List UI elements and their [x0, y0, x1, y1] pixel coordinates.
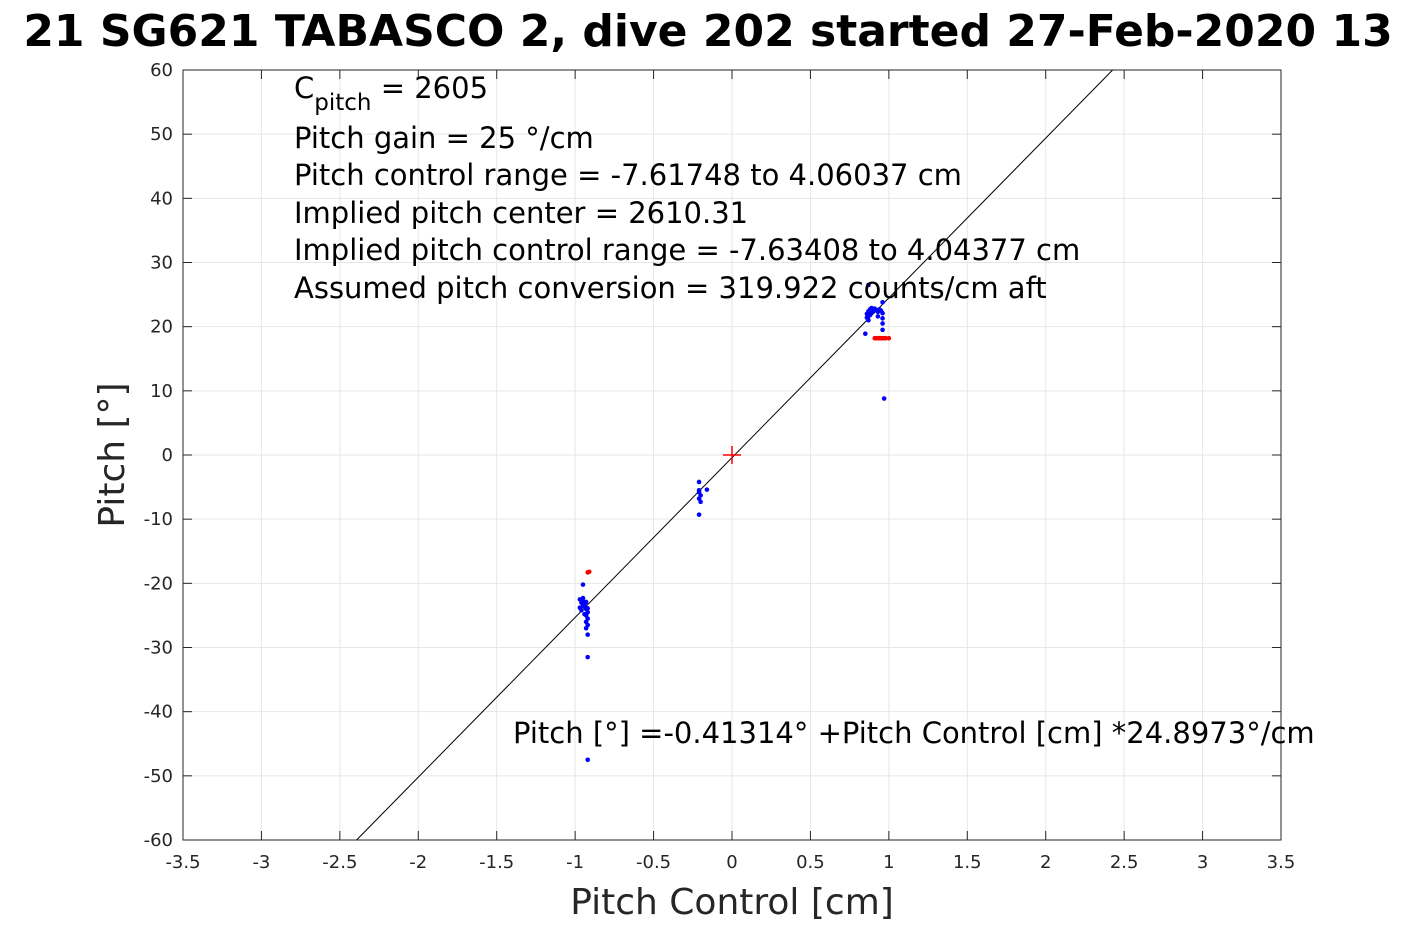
data-point	[880, 327, 885, 333]
annotation-block: Cpitch = 2605 Pitch gain = 25 °/cm Pitch…	[294, 71, 1080, 305]
x-tick-label: 1.5	[953, 852, 982, 873]
x-tick-label: 0.5	[796, 852, 825, 873]
data-point	[580, 582, 586, 587]
data-point	[585, 632, 590, 637]
data-point	[585, 757, 590, 763]
data-point	[696, 487, 702, 493]
cpitch-annotation: Cpitch = 2605	[294, 71, 488, 116]
y-tick-label: 40	[150, 188, 173, 209]
x-tick-label: 0	[726, 852, 737, 873]
implied-center-annotation: Implied pitch center = 2610.31	[294, 196, 748, 230]
y-tick-label: 10	[150, 381, 173, 402]
data-point	[863, 331, 868, 337]
data-point	[880, 310, 885, 316]
data-point	[880, 321, 885, 326]
y-tick-label: -10	[144, 509, 173, 530]
x-tick-label: -2	[409, 852, 427, 873]
implied-range-annotation: Implied pitch control range = -7.63408 t…	[294, 233, 1080, 267]
x-axis-label: Pitch Control [cm]	[570, 882, 894, 923]
x-tick-label: -1	[566, 852, 584, 873]
y-tick-label: -40	[144, 702, 173, 723]
y-tick-label: 0	[162, 445, 173, 466]
control-range-annotation: Pitch control range = -7.61748 to 4.0603…	[294, 158, 962, 192]
data-point	[696, 479, 702, 485]
data-points	[577, 282, 892, 763]
data-point	[875, 314, 881, 319]
y-tick-label: -20	[144, 573, 173, 594]
data-point	[698, 499, 703, 505]
data-point	[583, 599, 589, 605]
tick-marks	[182, 69, 1282, 841]
x-tick-label: 3.5	[1267, 852, 1296, 873]
y-tick-label: 20	[150, 317, 173, 338]
conversion-annotation: Assumed pitch conversion = 319.922 count…	[294, 271, 1047, 305]
data-point	[579, 597, 584, 603]
chart-title: 21 SG621 TABASCO 2, dive 202 started 27-…	[23, 6, 1392, 57]
data-point	[881, 396, 887, 401]
data-point	[583, 625, 589, 631]
x-tick-label: 2	[1040, 852, 1051, 873]
data-point	[586, 569, 592, 575]
y-tick-label: 50	[150, 124, 173, 145]
x-tick-label: 2.5	[1110, 852, 1139, 873]
y-axis-label: Pitch [°]	[92, 382, 133, 527]
x-tick-label: -1.5	[479, 852, 514, 873]
x-tick-label: -0.5	[636, 852, 671, 873]
x-tick-label: -2.5	[322, 852, 357, 873]
data-point	[585, 654, 590, 660]
data-point	[579, 607, 584, 613]
data-point	[886, 335, 892, 341]
x-tick-label: 1	[883, 852, 894, 873]
data-point	[866, 317, 871, 323]
cpitch-subscript: pitch	[314, 90, 371, 116]
fit-equation-annotation: Pitch [°] =-0.41314° +Pitch Control [cm]…	[513, 716, 1315, 750]
data-point	[869, 310, 874, 315]
x-tick-label: -3	[252, 852, 270, 873]
cpitch-main: C	[294, 71, 314, 105]
y-tick-label: -60	[144, 830, 173, 851]
center-marker	[723, 446, 741, 464]
data-point	[866, 282, 871, 288]
x-tick-label: -3.5	[165, 852, 200, 873]
y-tick-labels: 60 50 40 30 20 10 0 -10 -20 -30 -40 -50 -60	[144, 60, 173, 851]
data-point	[582, 611, 587, 617]
cpitch-value: = 2605	[371, 71, 488, 105]
data-point	[880, 316, 885, 321]
data-point	[880, 299, 885, 305]
y-tick-label: -50	[144, 766, 173, 787]
pitch-gain-annotation: Pitch gain = 25 °/cm	[294, 121, 594, 155]
y-tick-label: 60	[150, 60, 173, 81]
y-tick-label: -30	[144, 638, 173, 659]
x-tick-labels: -3.5 -3 -2.5 -2 -1.5 -1 -0.5 0 0.5 1 1.5 2 2.5 3 3.5	[165, 852, 1295, 873]
data-point	[704, 487, 710, 492]
y-tick-label: 30	[150, 253, 173, 274]
data-point	[696, 512, 702, 517]
plot-frame	[182, 69, 1282, 841]
data-point	[585, 606, 590, 611]
x-tick-label: 3	[1197, 852, 1208, 873]
